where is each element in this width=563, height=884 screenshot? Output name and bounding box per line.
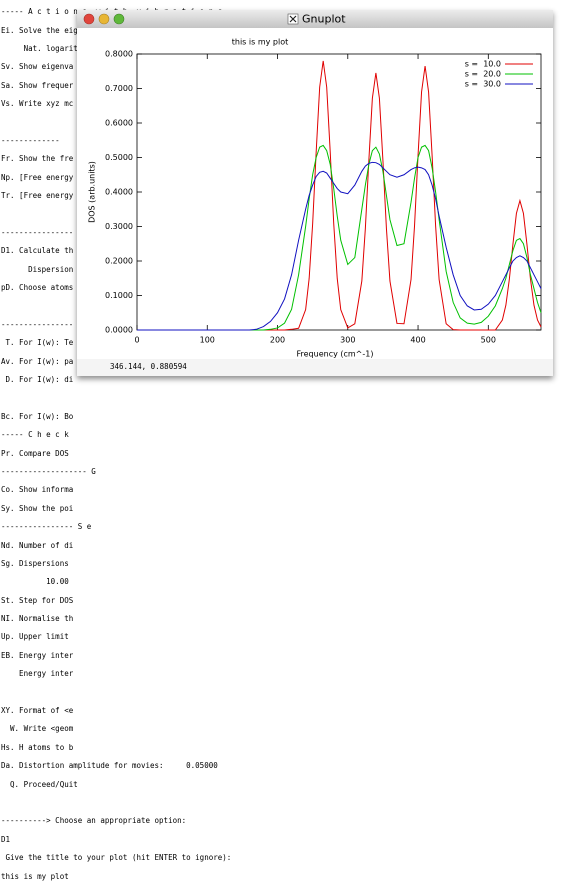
term-line: Up. Upper limit: [1, 632, 69, 642]
term-line: Co. Show informa: [1, 485, 74, 495]
zoom-button[interactable]: [113, 13, 125, 25]
legend-label: s = 10.0: [465, 60, 501, 69]
x-tick-label: 400: [410, 336, 425, 345]
term-line: Nd. Number of di: [1, 540, 74, 550]
y-tick-label: 0.7000: [105, 84, 133, 93]
term-line: ----------------: [1, 319, 74, 329]
term-line: Sv. Show eigenva: [1, 62, 74, 72]
term-line: this is my plot: [1, 871, 69, 881]
term-line: D. For I(w): di: [1, 375, 74, 385]
title-bar: [77, 10, 553, 28]
term-line: XY. Format of <e: [1, 706, 74, 716]
term-line: Da. Distortion amplitude for movies: 0.0…: [1, 761, 218, 771]
term-line: Dispersion: [1, 264, 74, 274]
term-line: D1. Calculate th: [1, 246, 74, 256]
y-tick-label: 0.5000: [105, 153, 133, 162]
y-tick-label: 0.3000: [105, 222, 133, 231]
term-line: Hs. H atoms to b: [1, 742, 74, 752]
page: ----- A c t i o n s w i t h v i b r a t …: [1, 7, 553, 881]
term-line: ----- C h e c k: [1, 430, 69, 440]
term-line: Av. For I(w): pa: [1, 356, 74, 366]
term-line: -------------: [1, 135, 60, 145]
y-tick-label: 0.2000: [105, 257, 133, 266]
term-line: Np. [Free energy: [1, 172, 74, 182]
x-tick-label: 500: [481, 336, 496, 345]
y-tick-label: 0.0000: [105, 326, 133, 335]
y-tick-label: 0.1000: [105, 291, 133, 300]
window-title: Gnuplot: [302, 13, 346, 26]
term-line: Pr. Compare DOS: [1, 448, 69, 458]
x-tick-label: 0: [134, 336, 139, 345]
x-axis-label: Frequency (cm^-1): [297, 350, 374, 359]
term-line: ---------------- S e: [1, 522, 92, 532]
y-tick-label: 0.8000: [105, 50, 133, 59]
term-line: 10.00: [1, 577, 69, 587]
series-line: [137, 60, 542, 331]
term-line: Nat. logarit: [1, 43, 78, 53]
term-line: Tr. [Free energy: [1, 191, 74, 201]
term-line: ----------------: [1, 227, 74, 237]
y-tick-label: 0.4000: [105, 188, 133, 197]
y-tick-label: 0.6000: [105, 119, 133, 128]
term-line: ------------------- G: [1, 466, 96, 476]
legend-label: s = 20.0: [465, 70, 501, 79]
term-line: Q. Proceed/Quit: [1, 779, 78, 789]
x11-icon: [289, 15, 297, 23]
status-bar: [77, 359, 553, 376]
term-line: pD. Choose atoms: [1, 283, 74, 293]
minimize-button[interactable]: [98, 13, 110, 25]
term-line: T. For I(w): Te: [1, 338, 74, 348]
term-line: D1: [1, 834, 11, 844]
x-tick-label: 200: [270, 336, 285, 345]
y-axis-label: DOS (arb.units): [88, 161, 97, 223]
window-frame: [77, 10, 553, 376]
term-line: Give the title to your plot (hit ENTER t…: [1, 853, 232, 863]
series-line: [137, 161, 542, 331]
status-text: 346.144, 0.880594: [110, 362, 187, 371]
gnuplot-window: Gnuplot 346.144, 0.880594 this is my plo…: [77, 10, 553, 376]
term-line: Bc. For I(w): Bo: [1, 411, 74, 421]
term-line: Vs. Write xyz mc: [1, 99, 74, 109]
term-line: W. Write <geom: [1, 724, 74, 734]
x-tick-label: 100: [200, 336, 215, 345]
term-line: NI. Normalise th: [1, 614, 74, 624]
term-line: Fr. Show the fre: [1, 154, 74, 164]
term-line: Sy. Show the poi: [1, 503, 74, 513]
term-line: Sg. Dispersions: [1, 558, 69, 568]
term-line: EB. Energy inter: [1, 650, 74, 660]
term-line: Energy inter: [1, 669, 74, 679]
x-tick-label: 300: [340, 336, 355, 345]
term-line: ----------> Choose an appropriate option…: [1, 816, 187, 826]
term-line: Sa. Show frequer: [1, 80, 74, 90]
legend-label: s = 30.0: [465, 80, 501, 89]
term-line: St. Step for DOS: [1, 595, 74, 605]
chart-title: this is my plot: [232, 38, 288, 47]
close-button[interactable]: [83, 13, 95, 25]
